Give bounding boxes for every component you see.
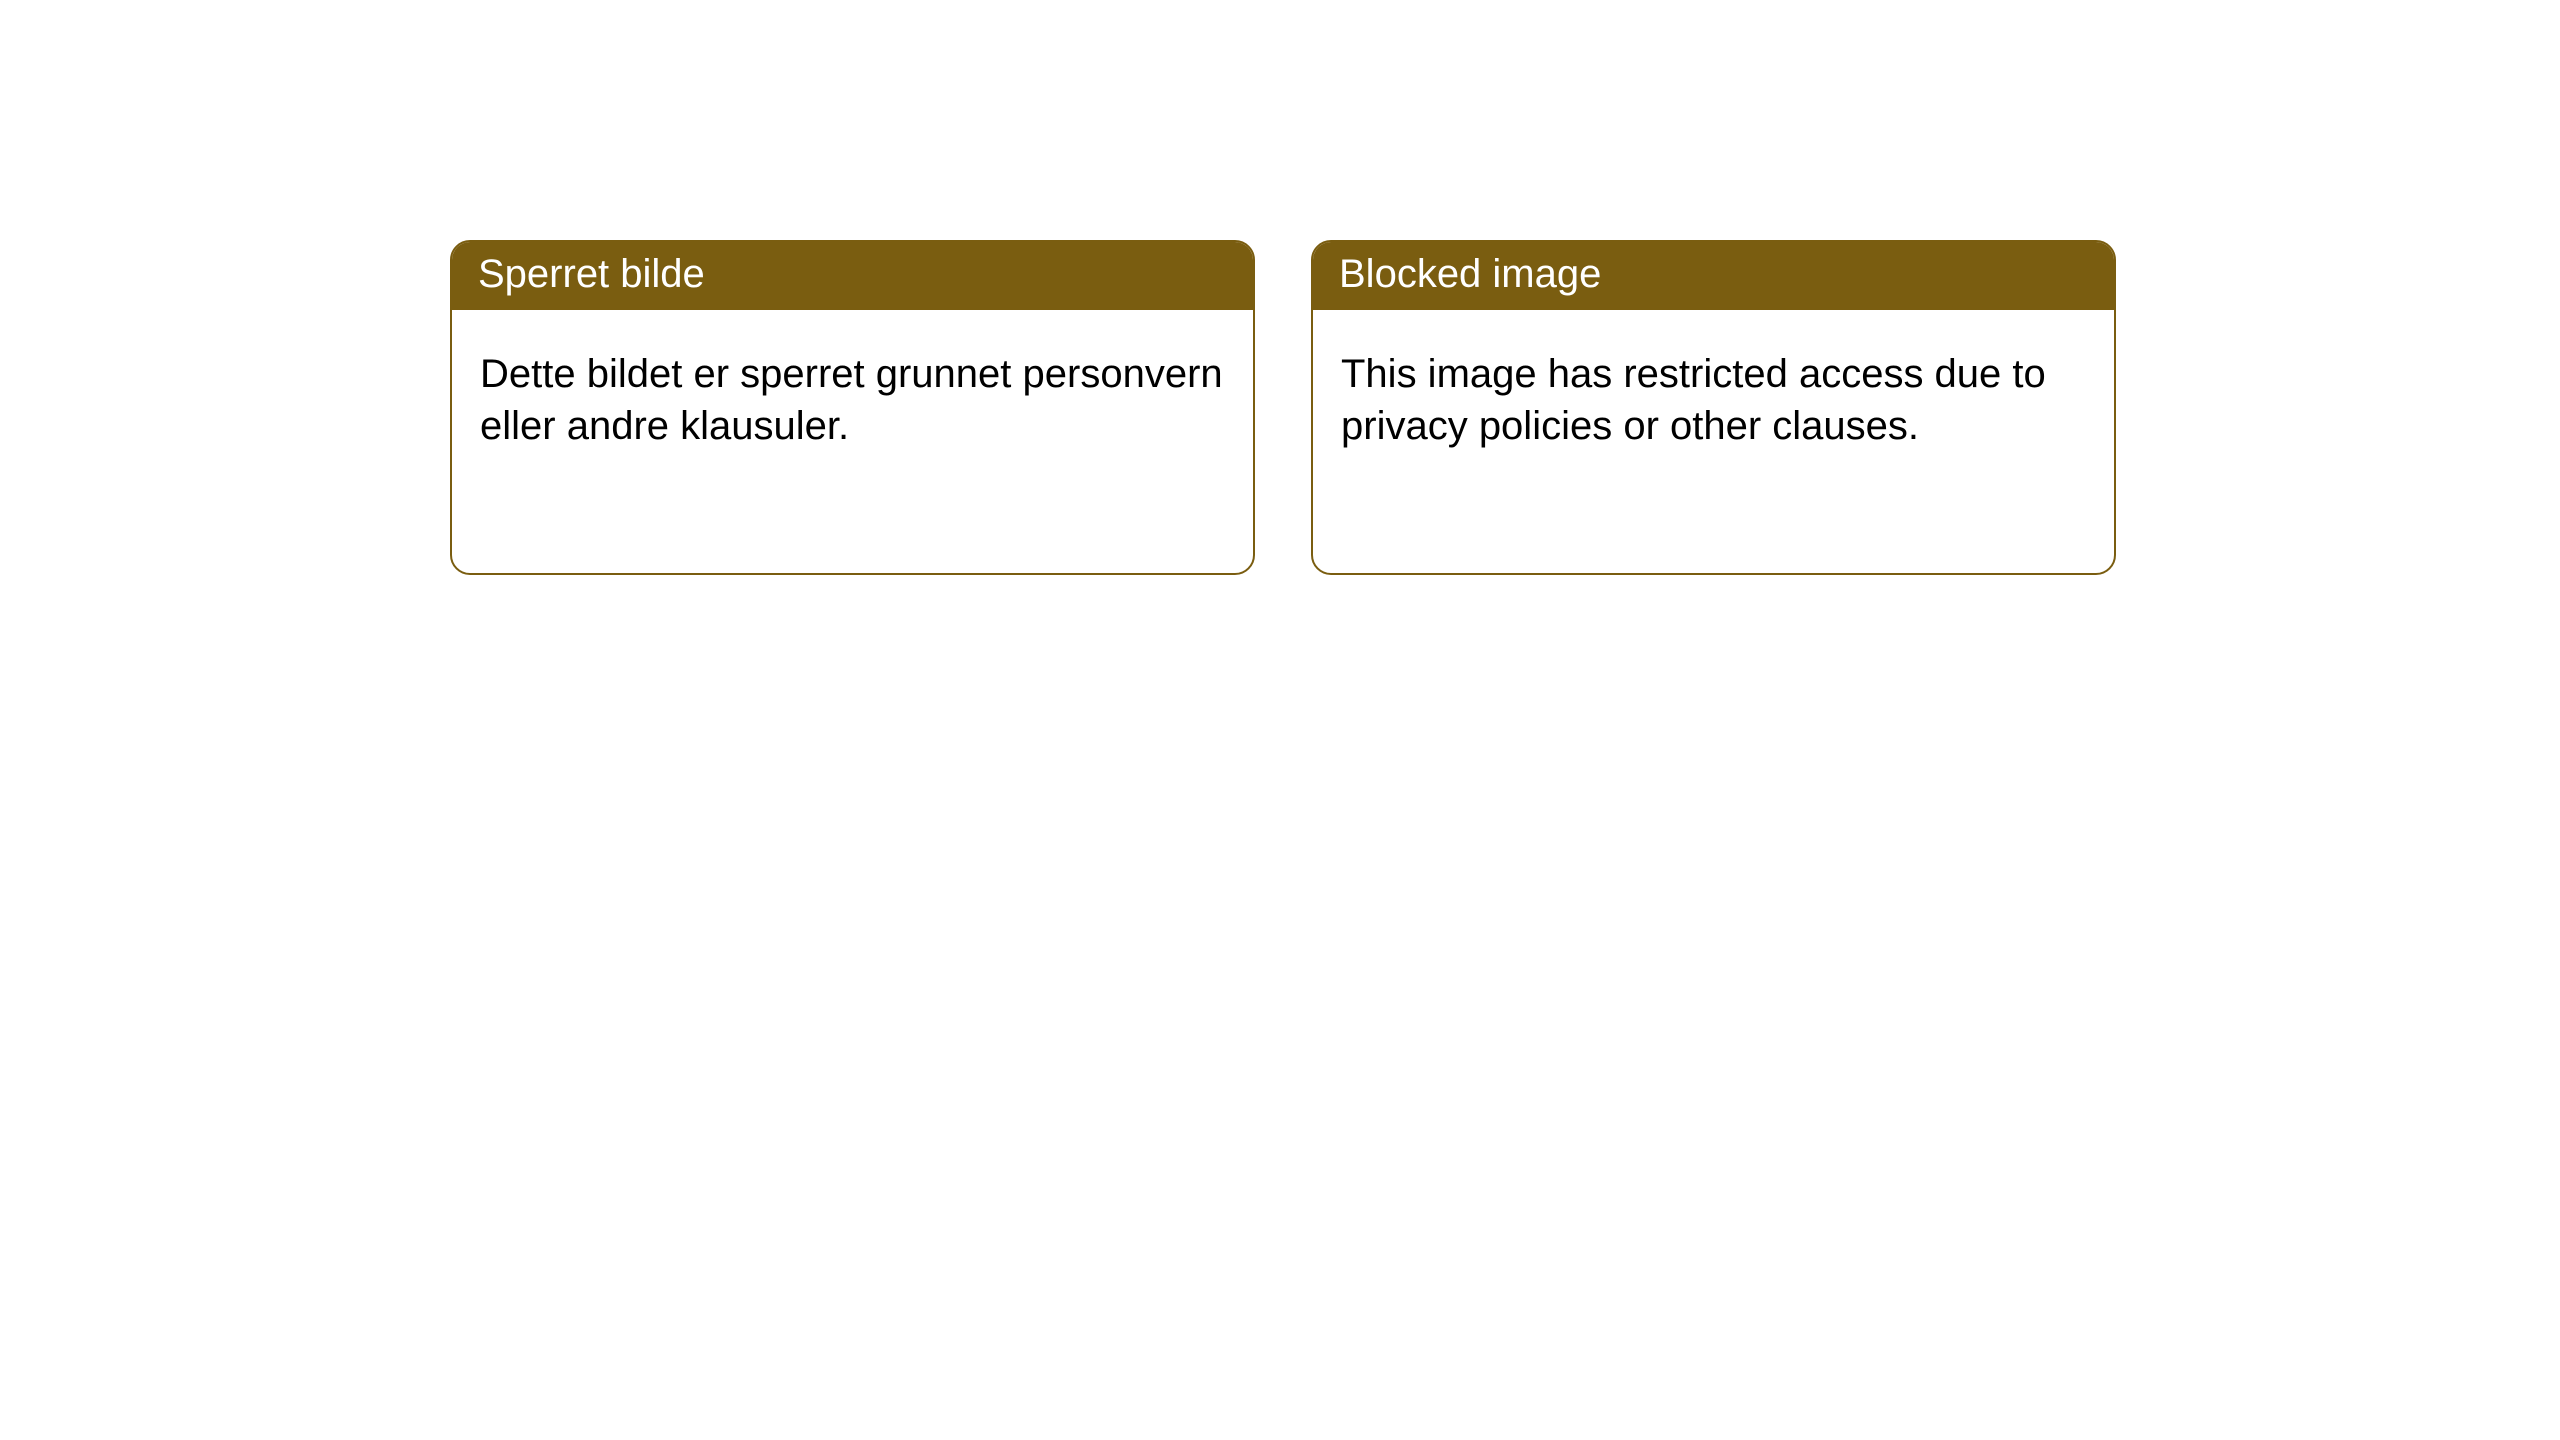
notice-body-norwegian: Dette bildet er sperret grunnet personve… (452, 310, 1253, 490)
notice-card-english: Blocked image This image has restricted … (1311, 240, 2116, 575)
notice-container: Sperret bilde Dette bildet er sperret gr… (450, 240, 2560, 575)
notice-title-norwegian: Sperret bilde (452, 242, 1253, 310)
notice-card-norwegian: Sperret bilde Dette bildet er sperret gr… (450, 240, 1255, 575)
notice-body-english: This image has restricted access due to … (1313, 310, 2114, 490)
notice-title-english: Blocked image (1313, 242, 2114, 310)
